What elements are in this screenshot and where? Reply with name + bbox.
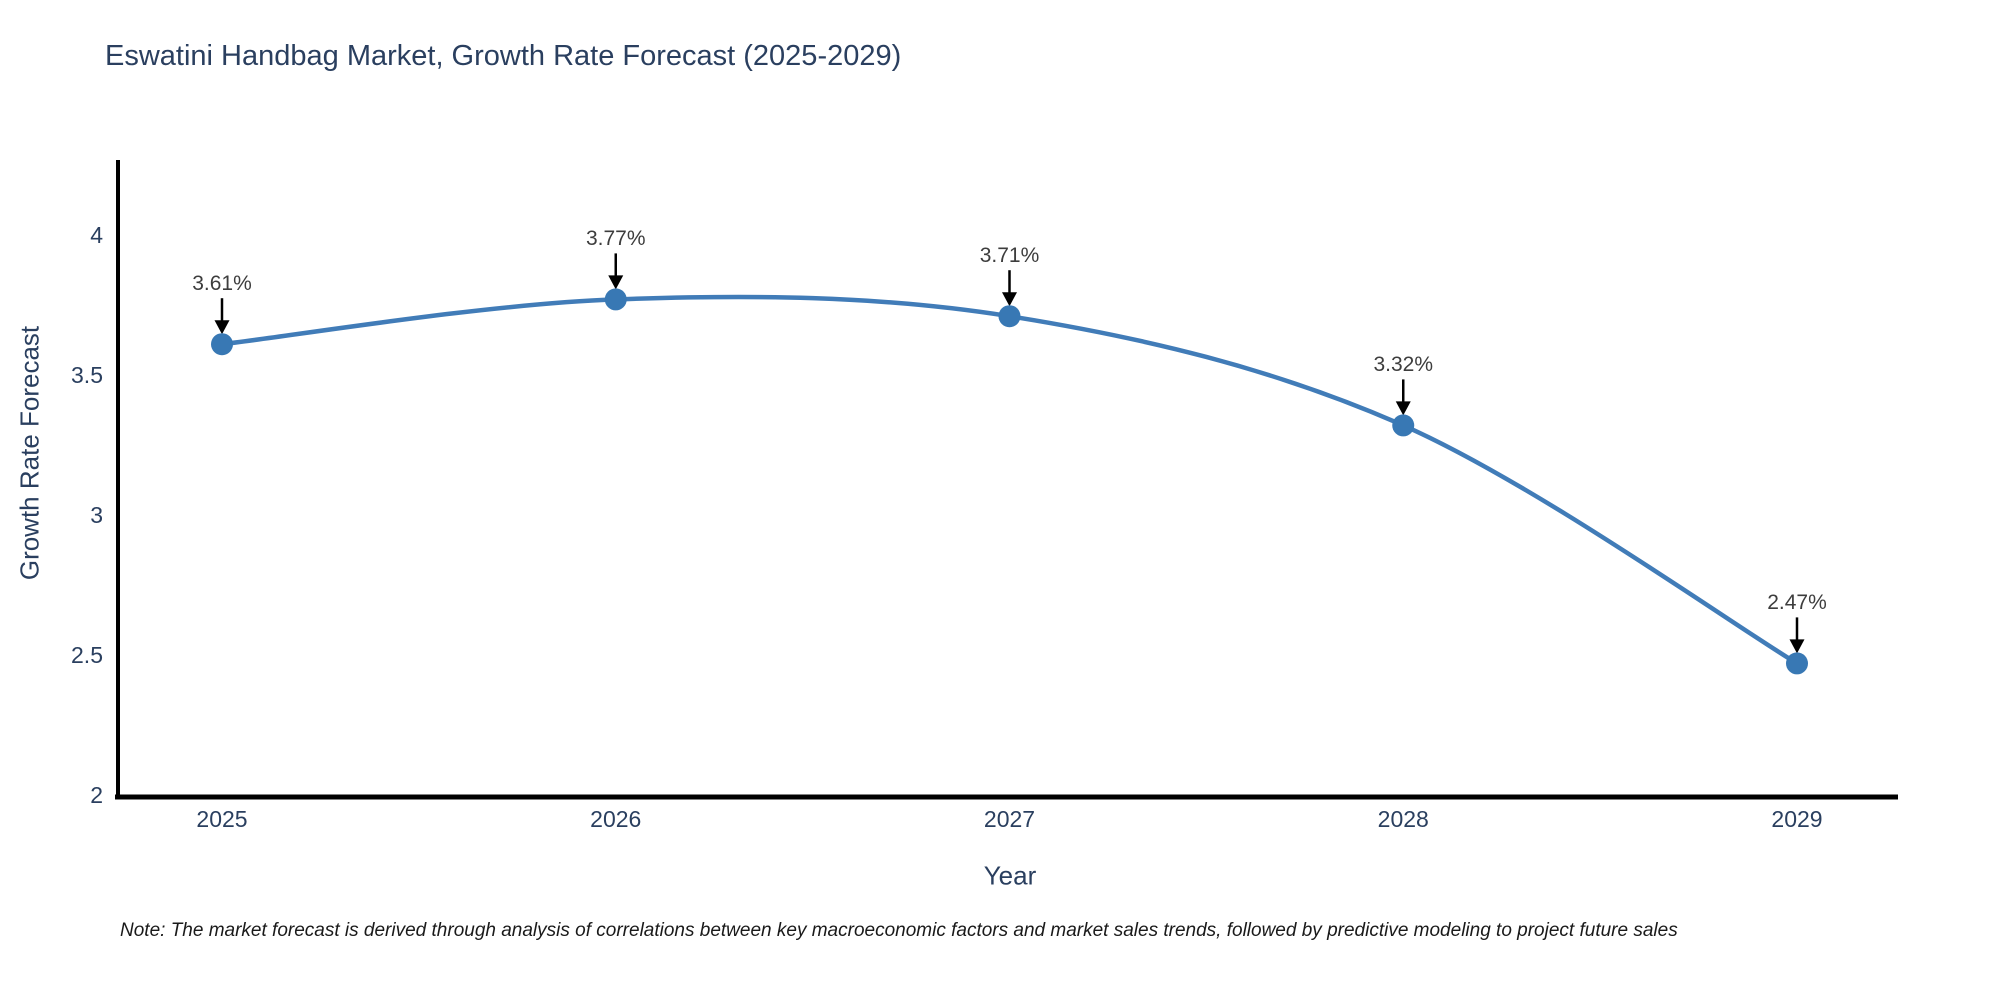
annotation-label: 3.61% xyxy=(192,272,252,296)
x-tick-label: 2025 xyxy=(196,806,248,832)
y-tick-label: 2.5 xyxy=(71,642,103,668)
annotation-arrows xyxy=(214,253,1805,654)
data-point-marker[interactable] xyxy=(1392,414,1415,437)
chart-title: Eswatini Handbag Market, Growth Rate For… xyxy=(105,40,902,72)
annotation-label: 3.71% xyxy=(979,244,1040,268)
forecast-line xyxy=(221,294,1799,666)
x-tick-label: 2026 xyxy=(590,806,642,832)
annotation-label: 3.32% xyxy=(1373,353,1434,377)
x-tick-label: 2029 xyxy=(1771,806,1823,832)
annotation-arrowhead xyxy=(608,275,624,290)
data-point-markers xyxy=(211,288,1808,675)
y-tick-label: 3.5 xyxy=(71,362,103,388)
axes xyxy=(115,160,1898,800)
annotation-label: 3.77% xyxy=(585,227,646,251)
x-tick-label: 2028 xyxy=(1377,806,1429,832)
x-tick-label: 2027 xyxy=(983,806,1036,832)
data-point-marker[interactable] xyxy=(604,288,627,311)
annotation-arrowhead xyxy=(1395,401,1411,416)
annotation-label: 2.47% xyxy=(1767,591,1827,615)
data-point-marker[interactable] xyxy=(1786,652,1808,675)
y-tick-label: 4 xyxy=(90,222,103,248)
annotation-arrowhead xyxy=(214,320,230,335)
data-point-marker[interactable] xyxy=(998,305,1021,328)
footnote: Note: The market forecast is derived thr… xyxy=(120,920,1678,941)
x-axis-title: Year xyxy=(983,860,1037,891)
annotation-arrowhead xyxy=(1002,292,1017,307)
y-tick-label: 3 xyxy=(90,502,103,528)
annotation-arrowhead xyxy=(1789,639,1805,654)
data-point-marker[interactable] xyxy=(211,333,233,356)
y-tick-label: 2 xyxy=(90,782,103,808)
